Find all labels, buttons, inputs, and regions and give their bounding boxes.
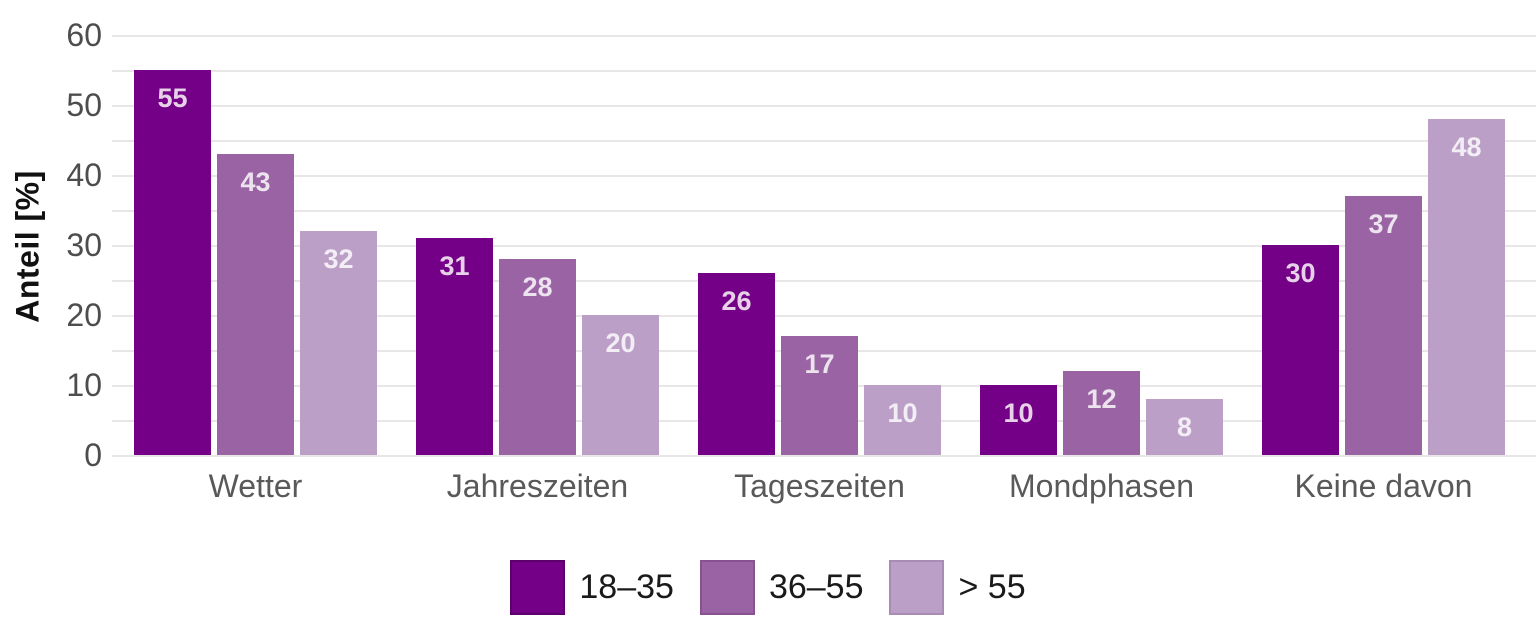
bar-value-label: 10 (887, 398, 918, 428)
legend-label: 18–35 (579, 568, 674, 606)
legend-item: > 55 (889, 560, 1026, 615)
gridline (112, 245, 1536, 247)
legend-swatch (889, 560, 945, 615)
bar-value-label: 32 (323, 244, 354, 274)
y-tick-label: 30 (66, 227, 102, 263)
legend-item: 18–35 (510, 560, 674, 615)
bar-value-label: 8 (1176, 412, 1193, 442)
y-tick-label: 60 (66, 17, 102, 53)
bar-value-label: 31 (439, 251, 470, 281)
bar: 28 (499, 259, 576, 455)
plot-area: 55 43 32 31 28 20 26 17 10 10 12 8 30 37 48 (112, 35, 1536, 457)
legend-label: > 55 (958, 568, 1026, 606)
gridline (112, 315, 1536, 317)
bar-value-label: 37 (1368, 209, 1399, 239)
bar-value-label: 55 (157, 83, 188, 113)
y-tick-label: 20 (66, 297, 102, 333)
category-label: Tageszeiten (734, 468, 905, 504)
gridline (112, 210, 1536, 212)
bar-group-jahreszeiten: 31 28 20 (416, 35, 659, 455)
category-label: Keine davon (1294, 468, 1473, 504)
bar: 17 (781, 336, 858, 455)
bar: 48 (1428, 119, 1505, 455)
legend-swatch (699, 560, 755, 615)
bar-groups: 55 43 32 31 28 20 26 17 10 10 12 8 30 37 48 (134, 35, 1505, 455)
legend-label: 36–55 (768, 568, 864, 606)
category-label: Mondphasen (1008, 468, 1195, 504)
bar-group-mondphasen: 10 12 8 (980, 35, 1223, 455)
bar: 26 (698, 273, 775, 455)
legend-item: 36–55 (699, 560, 864, 615)
bar-value-label: 17 (804, 349, 835, 379)
y-tick-label: 0 (84, 437, 102, 473)
bar-value-label: 30 (1285, 258, 1316, 288)
bar-group-keine-davon: 30 37 48 (1262, 35, 1505, 455)
bar: 37 (1345, 196, 1422, 455)
legend: 18–35 36–55 > 55 (0, 560, 1536, 615)
bar: 43 (217, 154, 294, 455)
bar-value-label: 10 (1003, 398, 1034, 428)
bar-value-label: 26 (721, 286, 752, 316)
y-tick-label: 10 (66, 367, 102, 403)
category-label: Jahreszeiten (446, 468, 629, 504)
bar: 55 (134, 70, 211, 455)
gridline (112, 455, 1536, 457)
bar: 10 (980, 385, 1057, 455)
gridline (112, 140, 1536, 142)
legend-swatch (510, 560, 566, 615)
bar-value-label: 20 (605, 328, 636, 358)
gridline (112, 175, 1536, 177)
bar-value-label: 43 (240, 167, 271, 197)
gridline (112, 105, 1536, 107)
gridline (112, 70, 1536, 72)
bar-group-tageszeiten: 26 17 10 (698, 35, 941, 455)
y-tick-label: 50 (66, 87, 102, 123)
bar: 8 (1146, 399, 1223, 455)
bar: 32 (300, 231, 377, 455)
bar: 30 (1262, 245, 1339, 455)
y-tick-label: 40 (66, 157, 102, 193)
bar: 20 (582, 315, 659, 455)
gridline (112, 35, 1536, 37)
bar-group-wetter: 55 43 32 (134, 35, 377, 455)
bar: 31 (416, 238, 493, 455)
bar-value-label: 48 (1451, 132, 1482, 162)
bar: 12 (1063, 371, 1140, 455)
bar-value-label: 28 (522, 272, 553, 302)
category-label: Wetter (208, 468, 303, 504)
gridline (112, 280, 1536, 282)
bar: 10 (864, 385, 941, 455)
bar-value-label: 12 (1086, 384, 1117, 414)
